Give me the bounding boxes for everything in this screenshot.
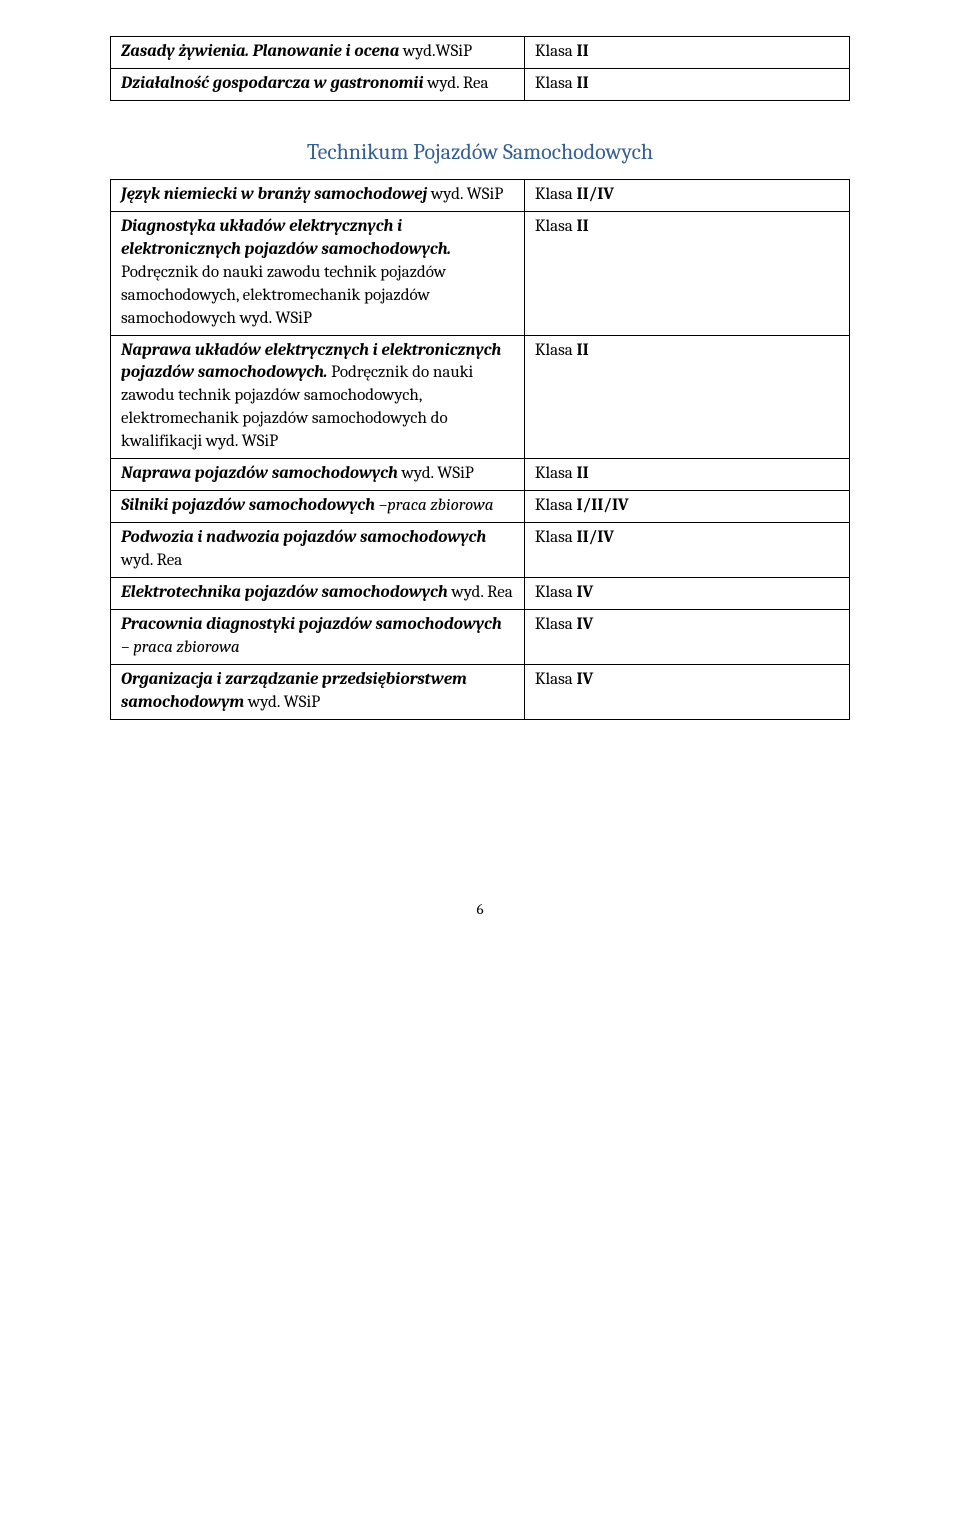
text-run: II (577, 341, 589, 360)
cell-class: Klasa II (524, 211, 849, 335)
page-number: 6 (110, 900, 850, 918)
text-run: II (577, 464, 589, 483)
text-run: –praca zbiorowa (375, 496, 494, 515)
cell-class: Klasa II (524, 459, 849, 491)
text-run: Zasady żywienia. Planowanie i ocena (121, 42, 399, 61)
text-run: Klasa (535, 615, 577, 634)
section-heading-wrap: Technikum Pojazdów Samochodowych (110, 139, 850, 165)
cell-title: Naprawa pojazdów samochodowych wyd. WSiP (111, 459, 525, 491)
table-row: Podwozia i nadwozia pojazdów samochodowy… (111, 523, 850, 578)
cell-title: Podwozia i nadwozia pojazdów samochodowy… (111, 523, 525, 578)
text-run: Klasa (535, 464, 577, 483)
cell-title: Zasady żywienia. Planowanie i ocena wyd.… (111, 37, 525, 69)
cell-title: Organizacja i zarządzanie przedsiębiorst… (111, 664, 525, 719)
top-table: Zasady żywienia. Planowanie i ocena wyd.… (110, 36, 850, 101)
text-run: wyd.WSiP (399, 42, 472, 61)
main-table-body: Język niemiecki w branży samochodowej wy… (111, 179, 850, 719)
text-run: Klasa (535, 528, 577, 547)
table-row: Działalność gospodarcza w gastronomii wy… (111, 68, 850, 100)
text-run: II/IV (577, 185, 615, 204)
text-run: Podręcznik do nauki zawodu technik pojaz… (121, 263, 446, 328)
text-run: II/IV (577, 528, 615, 547)
cell-class: Klasa II (524, 68, 849, 100)
table-row: Język niemiecki w branży samochodowej wy… (111, 179, 850, 211)
cell-class: Klasa IV (524, 577, 849, 609)
table-row: Naprawa pojazdów samochodowych wyd. WSiP… (111, 459, 850, 491)
cell-class: Klasa I/II/IV (524, 491, 849, 523)
text-run: Naprawa pojazdów samochodowych (121, 464, 398, 483)
text-run: Pracownia diagnostyki pojazdów samochodo… (121, 615, 502, 634)
cell-class: Klasa II (524, 37, 849, 69)
text-run: Klasa (535, 341, 577, 360)
cell-class: Klasa II/IV (524, 179, 849, 211)
text-run: Klasa (535, 74, 577, 93)
text-run: wyd. Rea (121, 551, 182, 570)
text-run: Diagnostyka układów elektrycznych i elek… (121, 217, 451, 259)
cell-title: Pracownia diagnostyki pojazdów samochodo… (111, 609, 525, 664)
cell-title: Silniki pojazdów samochodowych –praca zb… (111, 491, 525, 523)
text-run: II (577, 42, 589, 61)
cell-title: Elektrotechnika pojazdów samochodowych w… (111, 577, 525, 609)
top-table-body: Zasady żywienia. Planowanie i ocena wyd.… (111, 37, 850, 101)
text-run: Klasa (535, 496, 577, 515)
table-row: Organizacja i zarządzanie przedsiębiorst… (111, 664, 850, 719)
cell-title: Diagnostyka układów elektrycznych i elek… (111, 211, 525, 335)
table-row: Silniki pojazdów samochodowych –praca zb… (111, 491, 850, 523)
text-run: Język niemiecki w branży samochodowej (121, 185, 427, 204)
cell-title: Język niemiecki w branży samochodowej wy… (111, 179, 525, 211)
text-run: Klasa (535, 42, 577, 61)
cell-title: Naprawa układów elektrycznych i elektron… (111, 335, 525, 459)
text-run: wyd. WSiP (398, 464, 474, 483)
text-run: IV (577, 670, 594, 689)
text-run: Silniki pojazdów samochodowych (121, 496, 375, 515)
text-run: Działalność gospodarcza w gastronomii (121, 74, 423, 93)
text-run: wyd. Rea (448, 583, 513, 602)
text-run: Klasa (535, 217, 577, 236)
text-run: wyd. WSiP (427, 185, 503, 204)
text-run: Klasa (535, 670, 577, 689)
text-run: II (577, 217, 589, 236)
table-row: Naprawa układów elektrycznych i elektron… (111, 335, 850, 459)
text-run: – praca zbiorowa (121, 638, 240, 657)
text-run: Klasa (535, 583, 577, 602)
text-run: I/II/IV (577, 496, 629, 515)
text-run: Podwozia i nadwozia pojazdów samochodowy… (121, 528, 486, 547)
table-row: Elektrotechnika pojazdów samochodowych w… (111, 577, 850, 609)
text-run: Elektrotechnika pojazdów samochodowych (121, 583, 448, 602)
cell-class: Klasa IV (524, 609, 849, 664)
text-run: Klasa (535, 185, 577, 204)
text-run: wyd. Rea (423, 74, 488, 93)
cell-class: Klasa II/IV (524, 523, 849, 578)
cell-class: Klasa II (524, 335, 849, 459)
text-run: IV (577, 583, 594, 602)
table-row: Diagnostyka układów elektrycznych i elek… (111, 211, 850, 335)
table-row: Pracownia diagnostyki pojazdów samochodo… (111, 609, 850, 664)
text-run: wyd. WSiP (244, 693, 320, 712)
cell-class: Klasa IV (524, 664, 849, 719)
text-run: IV (577, 615, 594, 634)
section-title: Technikum Pojazdów Samochodowych (0, 139, 850, 165)
main-table: Język niemiecki w branży samochodowej wy… (110, 179, 850, 720)
text-run: II (577, 74, 589, 93)
table-row: Zasady żywienia. Planowanie i ocena wyd.… (111, 37, 850, 69)
cell-title: Działalność gospodarcza w gastronomii wy… (111, 68, 525, 100)
